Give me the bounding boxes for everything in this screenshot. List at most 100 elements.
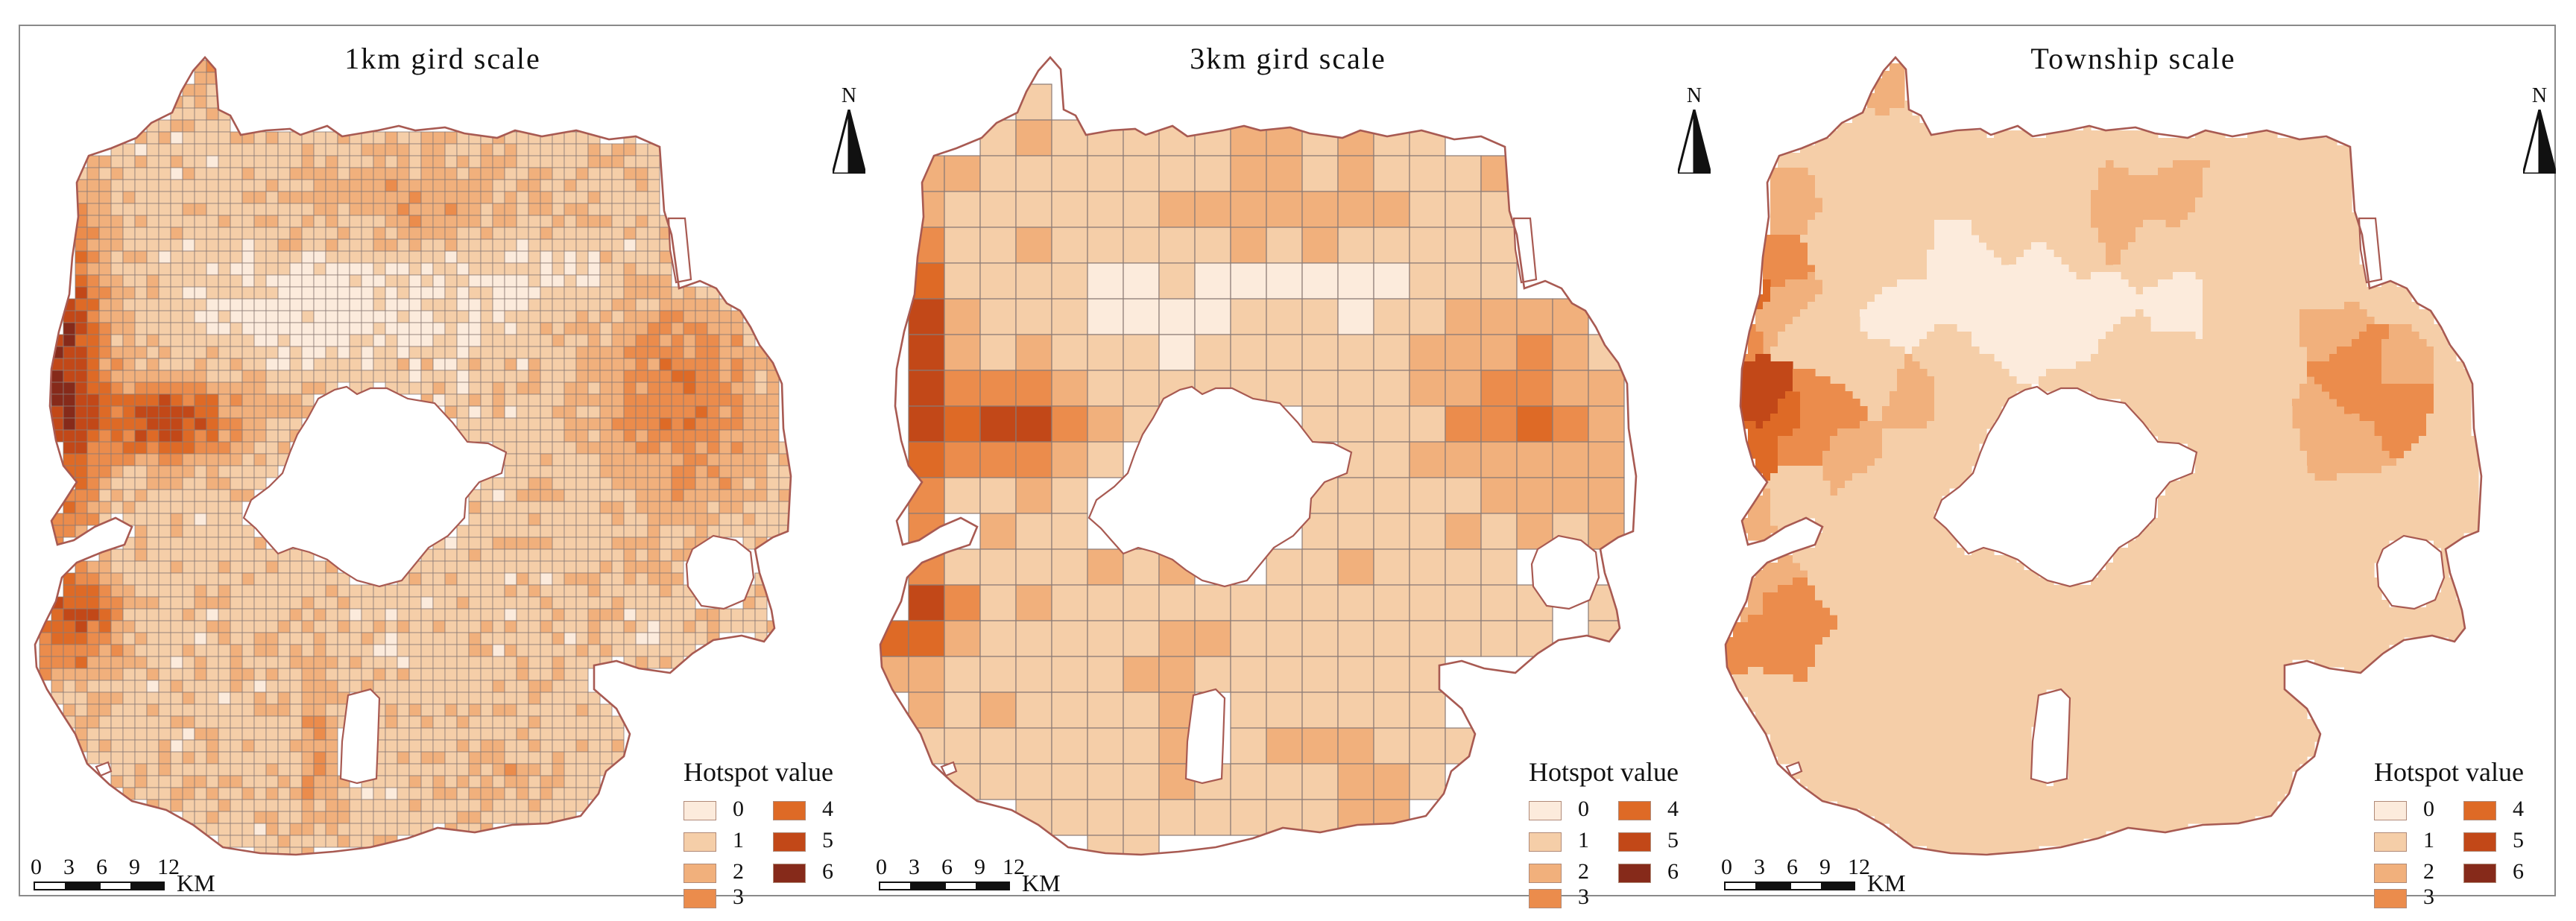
grid-cell bbox=[707, 513, 720, 526]
grid-cell bbox=[504, 155, 517, 168]
legend-label: 4 bbox=[1667, 797, 1679, 821]
grid-cell bbox=[361, 620, 374, 633]
grid-cell bbox=[528, 215, 541, 228]
grid-cell bbox=[480, 382, 493, 395]
grid-cell bbox=[182, 286, 195, 300]
grid-cell bbox=[659, 548, 672, 562]
grid-cell bbox=[134, 191, 148, 204]
grid-cell bbox=[432, 274, 446, 288]
grid-cell bbox=[313, 703, 326, 717]
grid-cell bbox=[134, 358, 148, 371]
grid-cell bbox=[218, 477, 231, 490]
grid-cell bbox=[432, 560, 446, 574]
grid-cell bbox=[337, 346, 350, 359]
grid-cell bbox=[552, 179, 565, 192]
grid-cell bbox=[456, 680, 470, 693]
grid-cell bbox=[1087, 334, 1124, 371]
grid-cell bbox=[587, 179, 601, 192]
hotspot-layer bbox=[880, 83, 1625, 855]
grid-cell bbox=[516, 775, 529, 788]
grid-cell bbox=[218, 393, 231, 407]
grid-cell bbox=[528, 238, 541, 252]
grid-cell bbox=[230, 286, 243, 300]
grid-cell bbox=[134, 715, 148, 729]
excluded-area bbox=[2375, 534, 2446, 610]
grid-cell bbox=[253, 274, 267, 288]
grid-cell bbox=[492, 334, 505, 347]
township-polygon bbox=[1800, 317, 1868, 392]
grid-cell bbox=[313, 596, 326, 610]
grid-cell bbox=[301, 751, 315, 765]
grid-cell bbox=[277, 584, 291, 598]
grid-cell bbox=[599, 441, 613, 455]
grid-cell bbox=[635, 155, 648, 168]
grid-cell bbox=[194, 119, 207, 133]
grid-cell bbox=[385, 644, 398, 657]
grid-cell bbox=[504, 262, 517, 276]
grid-cell bbox=[158, 167, 171, 180]
grid-cell bbox=[1051, 656, 1088, 693]
grid-cell bbox=[134, 525, 148, 538]
grid-cell bbox=[313, 727, 326, 741]
grid-cell bbox=[325, 620, 338, 633]
grid-cell bbox=[516, 238, 529, 252]
grid-cell bbox=[456, 334, 470, 347]
grid-cell bbox=[1087, 155, 1124, 192]
township-polygon bbox=[2135, 272, 2203, 340]
grid-cell bbox=[420, 358, 434, 371]
grid-cell bbox=[1158, 119, 1196, 156]
grid-cell bbox=[516, 477, 529, 490]
grid-cell bbox=[182, 191, 195, 204]
grid-cell bbox=[552, 203, 565, 216]
grid-cell bbox=[468, 203, 482, 216]
grid-cell bbox=[492, 513, 505, 526]
grid-cell bbox=[540, 680, 553, 693]
grid-cell bbox=[516, 250, 529, 264]
grid-cell bbox=[766, 453, 780, 466]
grid-cell bbox=[420, 787, 434, 800]
grid-cell bbox=[599, 453, 613, 466]
grid-cell bbox=[75, 274, 88, 288]
grid-cell bbox=[289, 334, 303, 347]
grid-cell bbox=[528, 727, 541, 741]
grid-cell bbox=[719, 417, 732, 431]
grid-cell bbox=[611, 572, 625, 586]
grid-cell bbox=[242, 739, 255, 753]
grid-cell bbox=[182, 465, 195, 478]
grid-cell bbox=[1230, 155, 1267, 192]
grid-cell bbox=[1337, 691, 1374, 729]
grid-cell bbox=[611, 584, 625, 598]
grid-cell bbox=[122, 668, 136, 681]
grid-cell bbox=[552, 727, 565, 741]
grid-cell bbox=[253, 727, 267, 741]
grid-cell bbox=[194, 95, 207, 109]
grid-cell bbox=[122, 739, 136, 753]
grid-cell bbox=[587, 703, 601, 717]
grid-cell bbox=[289, 262, 303, 276]
grid-cell bbox=[432, 238, 446, 252]
grid-cell bbox=[218, 668, 231, 681]
grid-cell bbox=[230, 703, 243, 717]
grid-cell bbox=[158, 691, 171, 705]
grid-cell bbox=[349, 286, 362, 300]
grid-cell bbox=[385, 143, 398, 156]
grid-cell bbox=[528, 560, 541, 574]
grid-cell bbox=[170, 465, 183, 478]
grid-cell bbox=[420, 608, 434, 621]
grid-cell bbox=[456, 346, 470, 359]
grid-cell bbox=[86, 238, 100, 252]
grid-cell bbox=[754, 393, 768, 407]
grid-cell bbox=[707, 501, 720, 514]
grid-cell bbox=[146, 131, 160, 145]
grid-cell bbox=[134, 691, 148, 705]
grid-cell bbox=[647, 608, 660, 621]
township-polygon bbox=[2180, 414, 2255, 489]
grid-cell bbox=[599, 608, 613, 621]
grid-cell bbox=[206, 465, 219, 478]
grid-cell bbox=[373, 310, 386, 323]
grid-cell bbox=[134, 703, 148, 717]
grid-cell bbox=[480, 680, 493, 693]
grid-cell bbox=[587, 191, 601, 204]
grid-cell bbox=[408, 775, 422, 788]
